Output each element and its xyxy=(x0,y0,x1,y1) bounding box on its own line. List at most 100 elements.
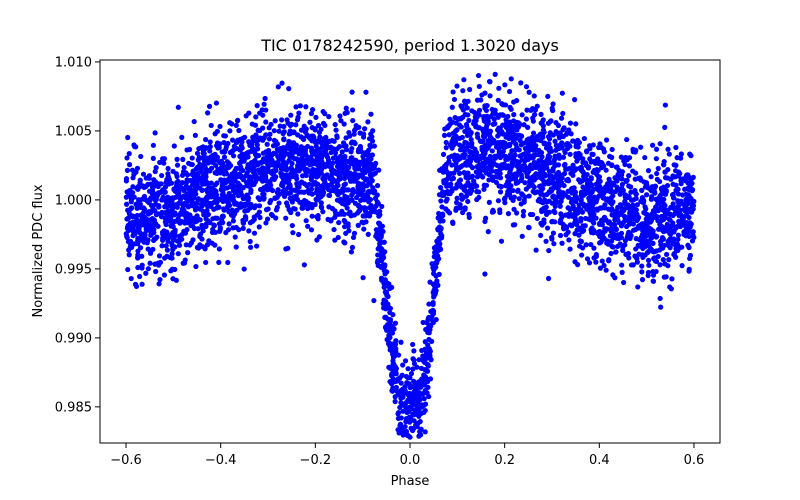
data-point xyxy=(336,219,342,226)
data-point xyxy=(507,104,513,110)
data-point xyxy=(459,196,465,202)
data-point xyxy=(475,72,482,79)
data-point xyxy=(468,149,474,155)
data-point xyxy=(386,281,392,287)
data-point xyxy=(669,276,675,282)
data-point xyxy=(125,134,131,141)
data-point xyxy=(645,257,652,263)
data-point xyxy=(598,239,604,245)
data-point xyxy=(378,263,384,269)
data-point xyxy=(251,205,258,211)
data-point xyxy=(553,147,559,153)
data-point xyxy=(400,408,406,414)
data-point xyxy=(566,237,572,243)
data-point xyxy=(555,194,561,200)
data-point xyxy=(649,194,655,200)
data-point xyxy=(676,218,682,225)
data-point xyxy=(398,339,404,345)
data-point xyxy=(689,238,696,244)
data-point xyxy=(657,141,663,147)
data-point xyxy=(613,249,619,255)
data-point xyxy=(647,232,654,239)
data-point xyxy=(402,384,408,390)
data-point xyxy=(633,195,639,202)
data-point xyxy=(467,154,473,160)
data-point xyxy=(552,163,558,169)
data-point xyxy=(516,124,522,130)
data-point xyxy=(491,160,497,166)
data-point xyxy=(626,163,633,169)
data-point xyxy=(371,297,377,304)
data-point xyxy=(530,130,537,136)
data-point xyxy=(303,172,309,179)
data-point xyxy=(207,144,213,150)
data-point xyxy=(618,208,625,215)
data-point xyxy=(304,132,310,138)
data-point xyxy=(678,178,684,184)
data-point xyxy=(263,119,269,125)
data-point xyxy=(444,181,450,188)
data-point xyxy=(518,133,525,139)
data-point xyxy=(263,220,269,226)
data-point xyxy=(608,250,614,257)
data-point xyxy=(665,175,671,181)
data-point xyxy=(352,163,358,169)
data-point xyxy=(594,230,601,236)
data-point xyxy=(684,223,690,229)
data-point xyxy=(560,133,566,140)
data-point xyxy=(543,204,549,210)
data-point xyxy=(157,276,163,283)
data-point xyxy=(428,356,434,362)
data-point xyxy=(576,139,582,146)
data-point xyxy=(480,133,487,139)
data-point xyxy=(349,187,355,194)
data-point xyxy=(387,326,393,332)
data-point xyxy=(146,221,153,227)
data-point xyxy=(407,404,413,410)
data-point xyxy=(658,204,664,210)
data-point xyxy=(646,262,652,268)
data-point xyxy=(593,199,599,205)
data-point xyxy=(249,121,255,127)
data-point xyxy=(609,146,615,153)
x-axis-title: Phase xyxy=(391,474,430,489)
data-point xyxy=(545,181,552,187)
data-point xyxy=(505,189,511,195)
data-point xyxy=(203,221,209,227)
data-point xyxy=(277,123,283,129)
data-point xyxy=(303,104,309,110)
data-point xyxy=(533,247,539,253)
data-point xyxy=(667,245,673,251)
data-point xyxy=(318,126,324,132)
data-point xyxy=(328,144,334,150)
data-point xyxy=(447,116,453,122)
data-point xyxy=(288,209,294,216)
data-point xyxy=(189,155,195,161)
data-point xyxy=(173,171,179,177)
data-point xyxy=(226,209,232,215)
data-point xyxy=(426,326,432,332)
data-point xyxy=(654,196,660,202)
data-point xyxy=(227,178,233,184)
data-point xyxy=(410,366,416,372)
data-point xyxy=(601,262,607,269)
data-point xyxy=(289,160,295,167)
data-point xyxy=(545,153,552,159)
data-point xyxy=(237,182,243,189)
data-point xyxy=(658,304,664,310)
data-point xyxy=(390,312,396,318)
data-point xyxy=(499,163,505,169)
data-point xyxy=(641,209,647,216)
data-point xyxy=(315,146,321,153)
data-point xyxy=(345,200,351,206)
data-point xyxy=(675,199,681,205)
data-point xyxy=(298,127,305,133)
data-point xyxy=(137,220,143,227)
data-point xyxy=(427,279,433,285)
data-point xyxy=(326,192,332,198)
data-point xyxy=(169,240,175,246)
data-point xyxy=(551,174,557,180)
data-point xyxy=(659,235,666,241)
data-point xyxy=(408,370,415,377)
data-point xyxy=(675,203,682,209)
